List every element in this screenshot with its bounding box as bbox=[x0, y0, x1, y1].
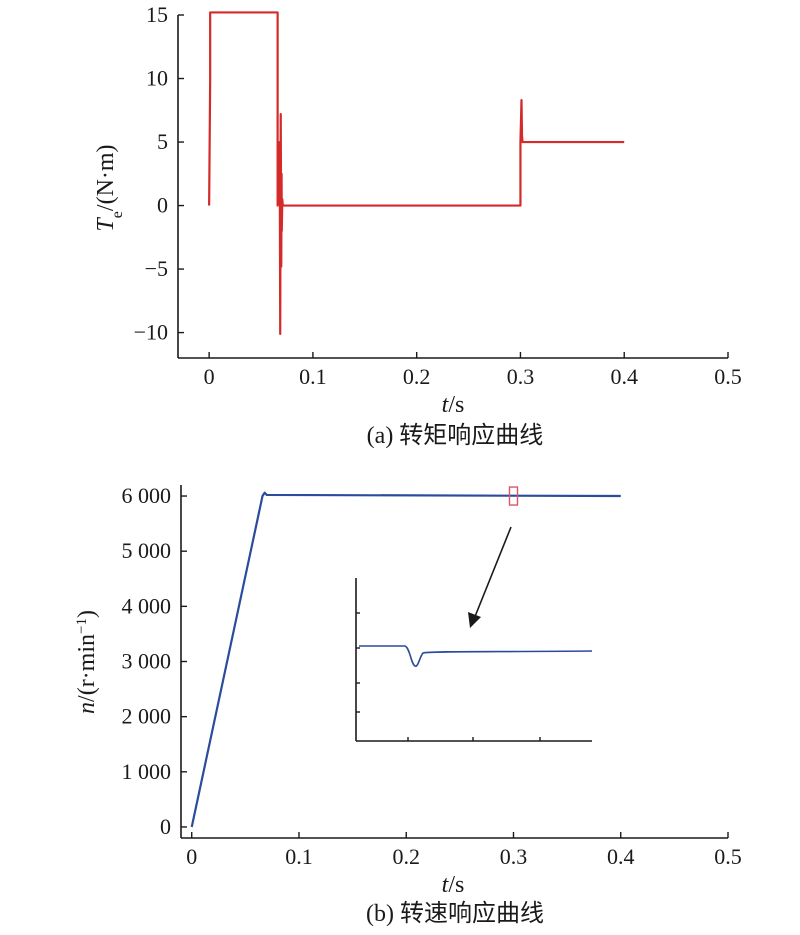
y-axis-title-a-sub: e bbox=[109, 211, 126, 218]
y-tick-label: 4 000 bbox=[122, 593, 172, 618]
y-axis-title-a: Te/(N·m) bbox=[93, 144, 126, 231]
x-tick-label: 0.5 bbox=[714, 844, 742, 869]
chart-speed-response: 0 0.1 0.2 0.3 0.4 0.5 0 1 000 2 000 3 000 4 000 5 0… bbox=[74, 483, 742, 927]
x-tick-label: 0 bbox=[204, 364, 215, 389]
chart-torque-response: 0 0.1 0.2 0.3 0.4 0.5 −10 −5 0 5 10 15 Te/(N·m) t/s… bbox=[93, 2, 742, 449]
y-axis-title-b: n/(r·min−1) bbox=[74, 610, 100, 714]
x-axis-title-a-unit: /s bbox=[448, 392, 464, 418]
y-axis-title-b-sup: −1 bbox=[74, 618, 90, 634]
caption-b: (b) 转速响应曲线 bbox=[366, 900, 544, 927]
y-axis-title-b-var: n bbox=[74, 702, 100, 714]
y-tick-label: 5 bbox=[157, 129, 168, 154]
y-tick-label: 15 bbox=[146, 2, 168, 27]
inset-speed-curve bbox=[359, 645, 593, 667]
x-tick-label: 0.3 bbox=[500, 844, 528, 869]
y-tick-label: 0 bbox=[160, 814, 171, 839]
x-axis-title-a-var: t bbox=[442, 392, 450, 418]
zoom-arrow bbox=[473, 526, 512, 620]
y-tick-label: 2 000 bbox=[122, 704, 172, 729]
x-tick-label: 0.4 bbox=[610, 364, 638, 389]
x-tick-label: 0.3 bbox=[507, 364, 535, 389]
x-axis-title-a: t/s bbox=[442, 392, 465, 418]
y-axis-title-a-unit: /(N·m) bbox=[93, 144, 119, 211]
caption-a: (a) 转矩响应曲线 bbox=[367, 422, 544, 449]
x-tick-label: 0.2 bbox=[403, 364, 431, 389]
x-tick-label: 0.1 bbox=[285, 844, 313, 869]
x-tick-label: 0.5 bbox=[714, 364, 742, 389]
tick-group-b: 0 0.1 0.2 0.3 0.4 0.5 0 1 000 2 000 3 000 4 000 5 0… bbox=[122, 483, 742, 869]
y-tick-label: −10 bbox=[134, 320, 168, 345]
inset-zoom bbox=[355, 578, 593, 742]
y-tick-label: 3 000 bbox=[122, 649, 172, 674]
tick-group-a: 0 0.1 0.2 0.3 0.4 0.5 −10 −5 0 5 10 15 bbox=[134, 2, 742, 389]
x-axis-title-b: t/s bbox=[442, 872, 465, 898]
x-tick-label: 0.4 bbox=[607, 844, 635, 869]
x-axis-title-b-var: t bbox=[442, 872, 450, 898]
y-tick-label: 0 bbox=[157, 193, 168, 218]
x-tick-label: 0.1 bbox=[299, 364, 327, 389]
plot-area-b bbox=[190, 491, 621, 828]
y-tick-label: −5 bbox=[145, 256, 168, 281]
zoom-arrow-head bbox=[468, 612, 481, 628]
y-tick-label: 10 bbox=[146, 66, 168, 91]
series-line bbox=[208, 11, 625, 335]
y-axis-title-b-unit: /(r·min bbox=[74, 634, 100, 702]
y-tick-label: 6 000 bbox=[122, 483, 172, 508]
x-tick-label: 0 bbox=[186, 844, 197, 869]
y-axis-title-b-close: ) bbox=[74, 610, 100, 618]
y-axis-title-a-var: T bbox=[93, 217, 119, 232]
x-axis-title-b-unit: /s bbox=[448, 872, 464, 898]
y-tick-label: 5 000 bbox=[122, 538, 172, 563]
y-tick-label: 1 000 bbox=[122, 759, 172, 784]
zoom-marker bbox=[508, 486, 519, 506]
series-line bbox=[190, 491, 621, 828]
x-tick-label: 0.2 bbox=[392, 844, 420, 869]
plot-area-a bbox=[208, 11, 625, 335]
